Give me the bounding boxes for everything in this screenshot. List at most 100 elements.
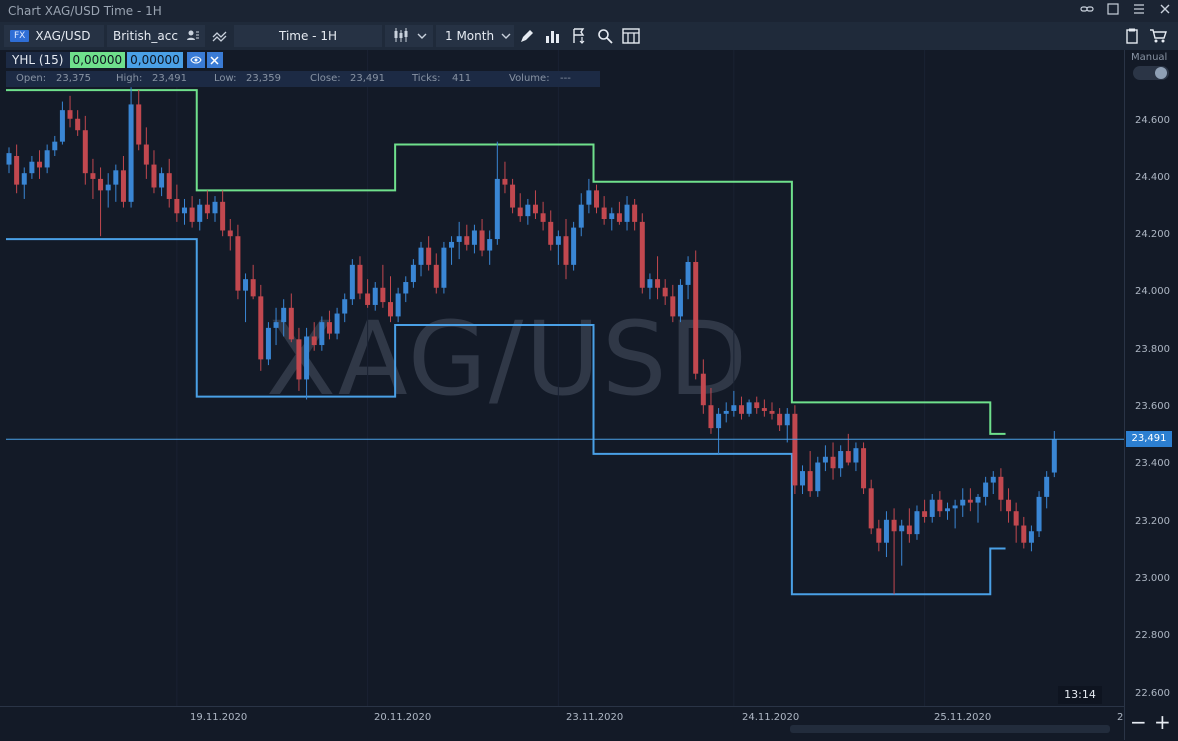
candle xyxy=(792,405,798,495)
candle-body xyxy=(197,204,203,222)
candle-body xyxy=(1051,439,1057,473)
candle-body xyxy=(899,525,905,532)
candle-body xyxy=(670,296,676,317)
candle xyxy=(624,196,630,231)
candle-body xyxy=(532,204,538,214)
candle xyxy=(632,198,638,231)
candle xyxy=(700,359,706,414)
bar-chart-icon[interactable] xyxy=(543,26,563,46)
zoom-in-button[interactable]: + xyxy=(1154,710,1171,734)
indicator-flag-icon[interactable] xyxy=(569,26,589,46)
zoom-out-button[interactable]: − xyxy=(1130,710,1147,734)
clipboard-icon[interactable] xyxy=(1122,26,1142,46)
cart-icon[interactable] xyxy=(1148,26,1168,46)
time-axis[interactable] xyxy=(0,706,1124,741)
candle xyxy=(899,519,905,566)
candle xyxy=(571,221,577,271)
price-tick-label: 23.800 xyxy=(1135,343,1170,355)
candle xyxy=(98,167,104,237)
candle-body xyxy=(822,456,828,463)
candle xyxy=(540,201,546,231)
chart-settings-icon[interactable] xyxy=(621,26,641,46)
link-icon[interactable] xyxy=(1080,2,1094,16)
chart-canvas[interactable] xyxy=(0,50,1124,706)
candle-body xyxy=(189,207,195,222)
open-label: Open: xyxy=(16,73,47,84)
candle-body xyxy=(525,204,531,217)
indicators-icon[interactable] xyxy=(210,26,230,46)
chart-type-selector[interactable] xyxy=(385,25,433,47)
candle xyxy=(525,198,531,225)
candle-body xyxy=(220,201,226,231)
candle-body xyxy=(868,488,874,529)
candle xyxy=(845,433,851,466)
candle xyxy=(967,488,973,512)
candle-body xyxy=(777,413,783,426)
candle xyxy=(906,508,912,543)
candle-body xyxy=(983,482,989,497)
candle xyxy=(37,150,43,179)
candle xyxy=(75,110,81,136)
candle-body xyxy=(410,264,416,283)
candle-body xyxy=(578,204,584,228)
price-axis[interactable] xyxy=(1124,50,1178,740)
candle-body xyxy=(136,104,142,145)
candle xyxy=(388,276,393,323)
manual-scale-toggle[interactable] xyxy=(1133,66,1169,80)
restore-icon[interactable] xyxy=(1106,2,1120,16)
candle-body xyxy=(754,402,760,409)
candle xyxy=(937,491,943,517)
search-icon[interactable] xyxy=(595,26,615,46)
candle xyxy=(120,155,126,208)
price-tick-label: 23.600 xyxy=(1135,401,1170,413)
candle-body xyxy=(601,207,607,220)
candle-body xyxy=(487,239,493,251)
account-icon xyxy=(186,29,200,44)
candle xyxy=(410,259,416,288)
candle-body xyxy=(151,164,157,188)
symbol-selector[interactable]: FX XAG/USD xyxy=(4,25,104,47)
candle xyxy=(800,465,806,495)
candle xyxy=(471,224,477,254)
candle xyxy=(449,236,455,265)
candle xyxy=(52,135,58,156)
close-icon[interactable] xyxy=(206,52,223,68)
period-selector[interactable]: 1 Month xyxy=(436,25,514,47)
candle-body xyxy=(571,227,577,265)
candle-body xyxy=(990,476,996,483)
eye-icon[interactable] xyxy=(186,52,205,68)
candle-body xyxy=(334,313,340,334)
candle-body xyxy=(250,279,256,297)
candle-body xyxy=(838,451,844,469)
candle-body xyxy=(845,451,851,463)
timeframe-selector[interactable]: Time - 1H xyxy=(234,25,382,47)
candle-body xyxy=(761,408,767,411)
close-icon[interactable] xyxy=(1158,2,1172,16)
price-chart[interactable] xyxy=(0,50,1124,706)
candle xyxy=(502,161,508,194)
account-selector[interactable]: British_acc xyxy=(107,25,205,47)
chart-scrollbar[interactable] xyxy=(790,725,1110,733)
pencil-icon[interactable] xyxy=(517,26,537,46)
candle-body xyxy=(388,302,393,317)
candle-body xyxy=(807,471,813,492)
candle-body xyxy=(235,236,241,291)
candle xyxy=(326,310,332,340)
candle xyxy=(189,196,195,228)
candle xyxy=(212,196,218,222)
price-tick-label: 22.800 xyxy=(1135,630,1170,642)
lower-band-line xyxy=(6,238,1006,596)
candle xyxy=(220,190,226,237)
date-tick-label: 23.11.2020 xyxy=(566,712,624,723)
candle-body xyxy=(548,221,554,245)
candle-body xyxy=(82,130,88,174)
candle xyxy=(944,502,950,520)
indicator-name[interactable]: YHL (15) xyxy=(6,52,70,68)
candle-body xyxy=(113,170,119,185)
candle-body xyxy=(456,236,462,242)
candle-body xyxy=(800,471,806,486)
candle xyxy=(716,408,722,454)
candle xyxy=(418,241,424,277)
candle xyxy=(731,390,737,417)
menu-icon[interactable] xyxy=(1132,2,1146,16)
